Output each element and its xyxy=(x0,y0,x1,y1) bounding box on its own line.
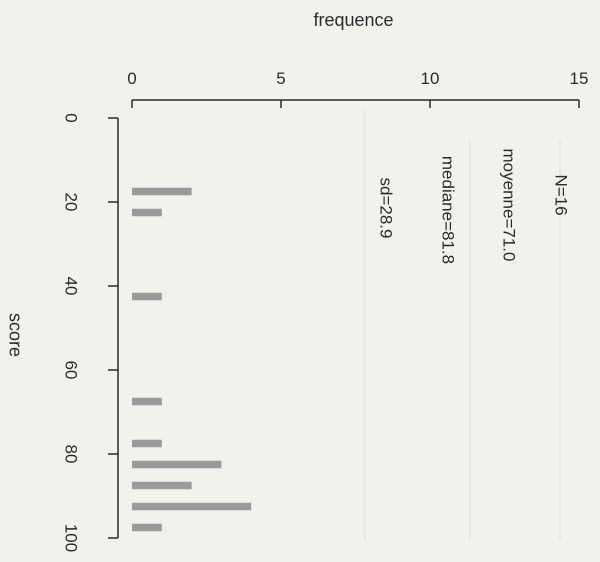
histogram-bar xyxy=(132,523,162,532)
stat-annotation: sd=28.9 xyxy=(377,178,396,239)
x-tick-label: 15 xyxy=(570,69,589,88)
background-ghost xyxy=(364,110,561,540)
histogram-bars xyxy=(132,187,252,532)
y-axis-ticks: 0 20 40 60 80 100 xyxy=(62,113,118,552)
x-tick-label: 5 xyxy=(276,69,285,88)
x-axis-ticks: 0 5 10 15 xyxy=(127,69,588,108)
histogram-bar xyxy=(132,397,162,406)
histogram-bar xyxy=(132,481,192,490)
x-axis-title: frequence xyxy=(313,10,393,30)
y-tick-label: 40 xyxy=(62,277,81,296)
stat-annotation: mediane=81.8 xyxy=(439,156,458,264)
y-tick-label: 80 xyxy=(62,445,81,464)
stat-annotation: moyenne=71.0 xyxy=(500,149,519,262)
stats-annotations: N=16 moyenne=71.0 mediane=81.8 sd=28.9 xyxy=(377,149,571,265)
y-tick-label: 60 xyxy=(62,361,81,380)
y-tick-label: 0 xyxy=(62,113,81,122)
histogram-bar xyxy=(132,187,192,196)
histogram-bar xyxy=(132,292,162,301)
histogram-bar xyxy=(132,460,222,469)
x-tick-label: 0 xyxy=(127,69,136,88)
histogram-bar xyxy=(132,502,252,511)
histogram-bar xyxy=(132,208,162,217)
stat-annotation: N=16 xyxy=(552,174,571,215)
x-tick-label: 10 xyxy=(421,69,440,88)
y-tick-label: 100 xyxy=(62,524,81,552)
y-axis-title: score xyxy=(5,313,25,357)
histogram-bar xyxy=(132,439,162,448)
y-tick-label: 20 xyxy=(62,193,81,212)
